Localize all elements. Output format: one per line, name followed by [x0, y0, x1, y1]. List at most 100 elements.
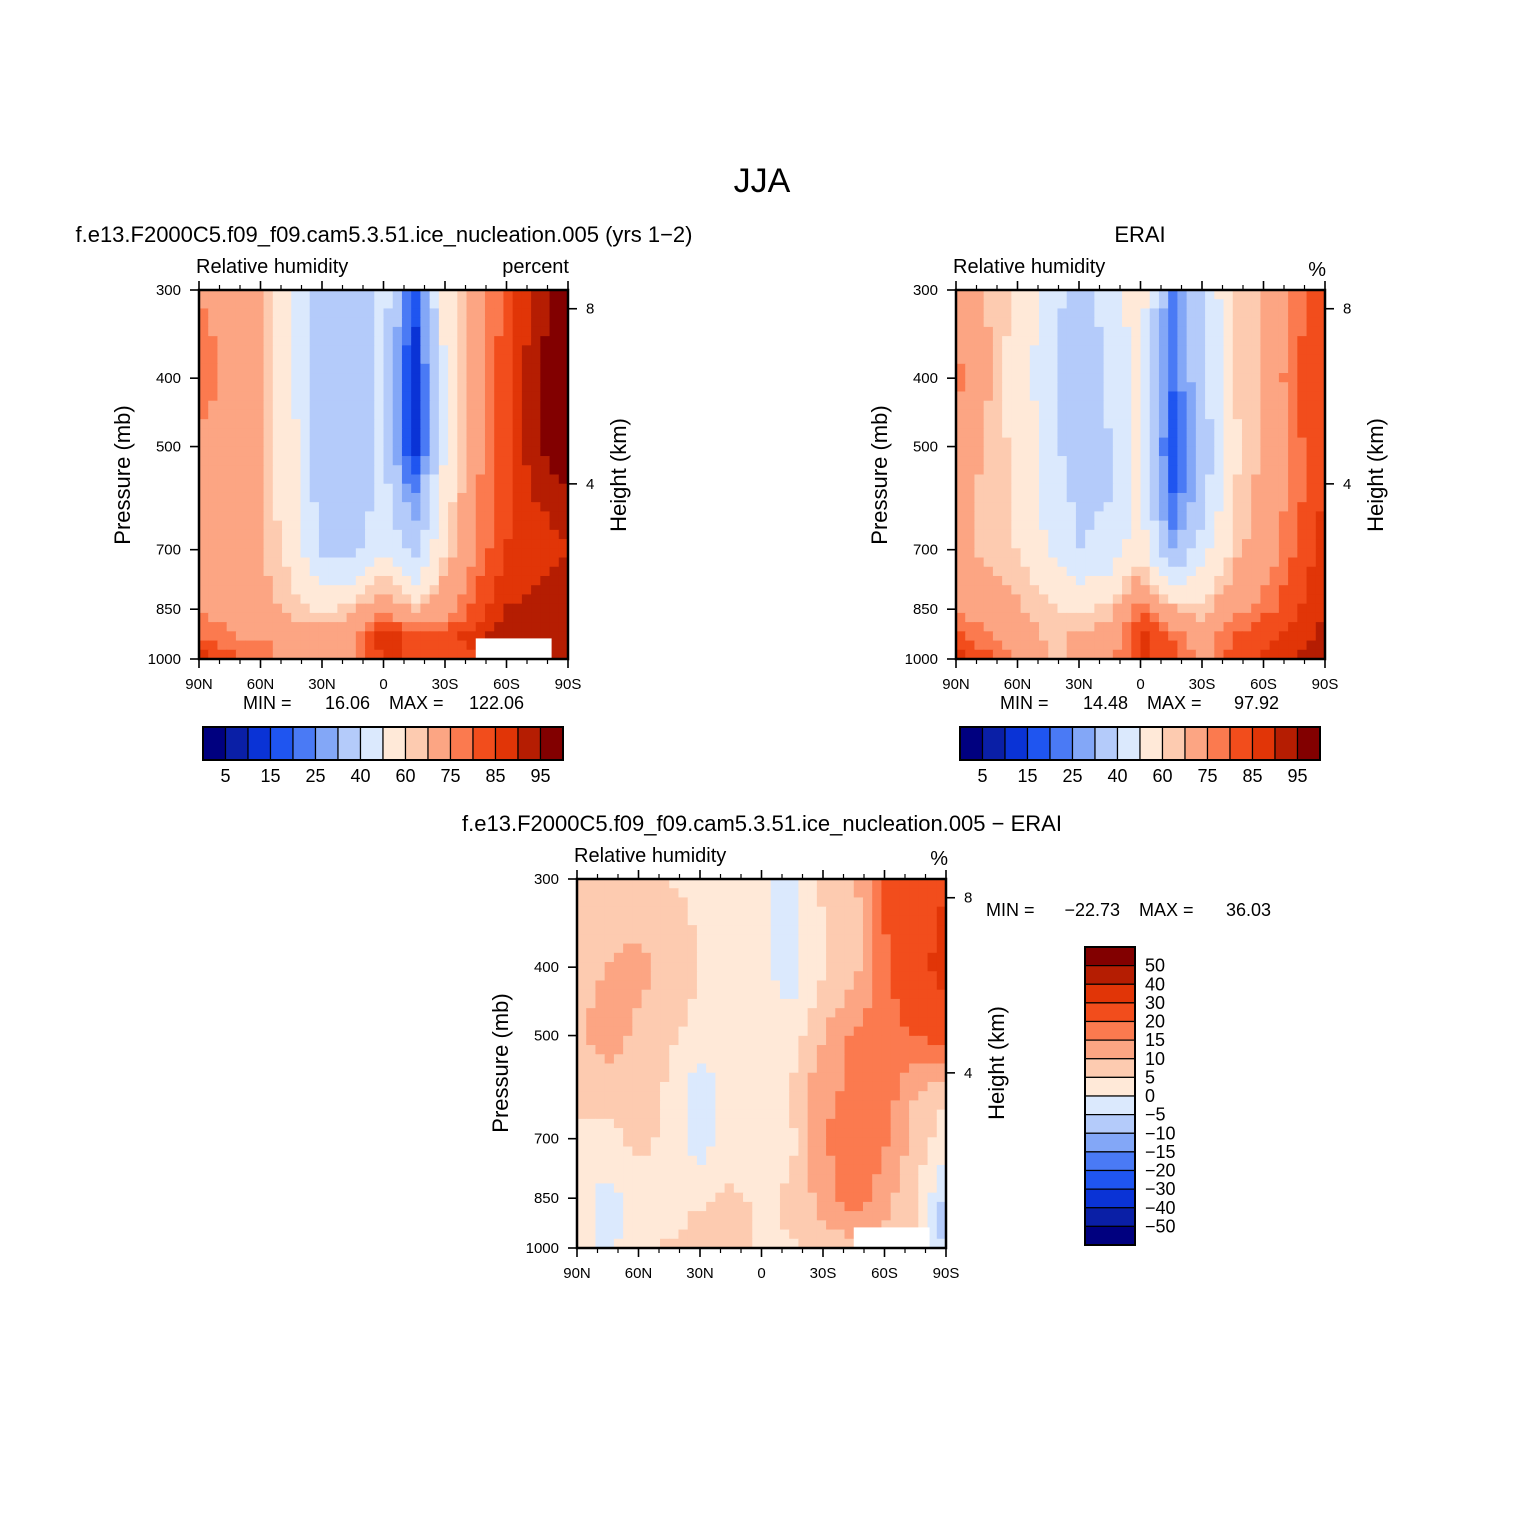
heatmap-cell [826, 1137, 836, 1148]
heatmap-cell [217, 382, 228, 393]
heatmap-cell [429, 502, 440, 512]
heatmap-cell [540, 585, 551, 596]
heatmap-cell [300, 363, 311, 374]
heatmap-cell [1112, 483, 1123, 494]
heatmap-cell [318, 502, 329, 512]
heatmap-cell [1297, 456, 1308, 466]
heatmap-cell [678, 1201, 689, 1212]
heatmap-cell [1020, 529, 1031, 540]
heatmap-cell [1297, 483, 1308, 494]
heatmap-cell [595, 1183, 606, 1194]
heatmap-cell [623, 943, 633, 954]
heatmap-cell [678, 962, 689, 972]
heatmap-cell [1048, 502, 1059, 512]
heatmap-cell [669, 1164, 680, 1175]
heatmap-cell [448, 511, 458, 522]
heatmap-cell [282, 631, 292, 642]
heatmap-cell [890, 1026, 901, 1037]
heatmap-cell [752, 1100, 763, 1111]
heatmap-cell [1020, 539, 1031, 549]
heatmap-cell [965, 548, 976, 559]
heatmap-cell [355, 345, 366, 356]
heatmap-cell [706, 888, 716, 899]
heatmap-cell [263, 437, 274, 448]
heatmap-cell [632, 1054, 643, 1065]
heatmap-cell [420, 382, 431, 393]
heatmap-cell [392, 483, 403, 494]
heatmap-cell [623, 1174, 633, 1185]
heatmap-cell [1168, 548, 1178, 559]
heatmap-cell [715, 1128, 726, 1138]
heatmap-cell [1241, 419, 1252, 429]
heatmap-cell [1241, 446, 1252, 457]
heatmap-cell [1241, 631, 1252, 642]
heatmap-cell [346, 363, 357, 374]
heatmap-cell [761, 1128, 772, 1138]
heatmap-cell [1223, 373, 1234, 383]
heatmap-cell [835, 1118, 846, 1129]
heatmap-cell [1002, 299, 1012, 310]
heatmap-cell [558, 548, 569, 559]
heatmap-cell [337, 566, 348, 577]
heatmap-cell [1039, 326, 1049, 337]
heatmap-cell [355, 336, 366, 346]
heatmap-cell [853, 1026, 864, 1037]
heatmap-cell [484, 326, 495, 337]
heatmap-cell [420, 299, 431, 310]
heatmap-cell [632, 1164, 643, 1175]
x-tick-label: 60N [247, 676, 275, 693]
heatmap-cell [965, 520, 976, 531]
heatmap-cell [798, 1137, 809, 1148]
heatmap-cell [899, 1008, 910, 1018]
heatmap-cell [392, 400, 403, 411]
y-tick-label: 500 [913, 439, 938, 456]
heatmap-cell [300, 502, 311, 512]
heatmap-cell [438, 336, 449, 346]
heatmap-cell [1223, 290, 1234, 300]
heatmap-cell [761, 971, 772, 982]
heatmap-cell [613, 1063, 624, 1074]
heatmap-cell [457, 483, 468, 494]
heatmap-cell [1057, 631, 1068, 642]
heatmap-cell [1232, 548, 1243, 559]
heatmap-cell [1011, 373, 1022, 383]
heatmap-cell [1140, 566, 1151, 577]
heatmap-cell [650, 879, 661, 889]
heatmap-cell [1241, 622, 1252, 632]
heatmap-cell [328, 575, 338, 586]
heatmap-cell [503, 557, 514, 568]
heatmap-cell [733, 952, 744, 963]
heatmap-cell [429, 354, 440, 365]
heatmap-cell [383, 373, 394, 383]
heatmap-cell [1214, 363, 1225, 374]
heatmap-cell [743, 989, 753, 1000]
heatmap-cell [1094, 539, 1105, 549]
heatmap-cell [724, 1128, 735, 1138]
heatmap-cell [724, 906, 735, 917]
heatmap-cell [1195, 373, 1206, 383]
heatmap-cell [1269, 391, 1280, 402]
heatmap-cell [613, 1164, 624, 1175]
heatmap-cell [1103, 308, 1114, 319]
heatmap-cell [355, 391, 366, 402]
heatmap-cell [466, 529, 477, 540]
heatmap-cell [1223, 539, 1234, 549]
heatmap-cell [1158, 373, 1169, 383]
heatmap-cell [899, 962, 910, 972]
heatmap-cell [392, 631, 403, 642]
heatmap-cell [1195, 603, 1206, 614]
heatmap-cell [743, 906, 753, 917]
heatmap-cell [374, 631, 385, 642]
heatmap-cell [724, 1174, 735, 1185]
heatmap-cell [208, 373, 219, 383]
heatmap-cell [1085, 446, 1095, 457]
heatmap-cell [1260, 326, 1271, 337]
heatmap-cell [521, 594, 532, 605]
heatmap-cell [1168, 502, 1178, 512]
heatmap-cell [531, 594, 541, 605]
heatmap-cell [1223, 308, 1234, 319]
heatmap-cell [1260, 631, 1271, 642]
heatmap-cell [429, 585, 440, 596]
heatmap-cell [1131, 520, 1142, 531]
heatmap-cell [1288, 502, 1298, 512]
